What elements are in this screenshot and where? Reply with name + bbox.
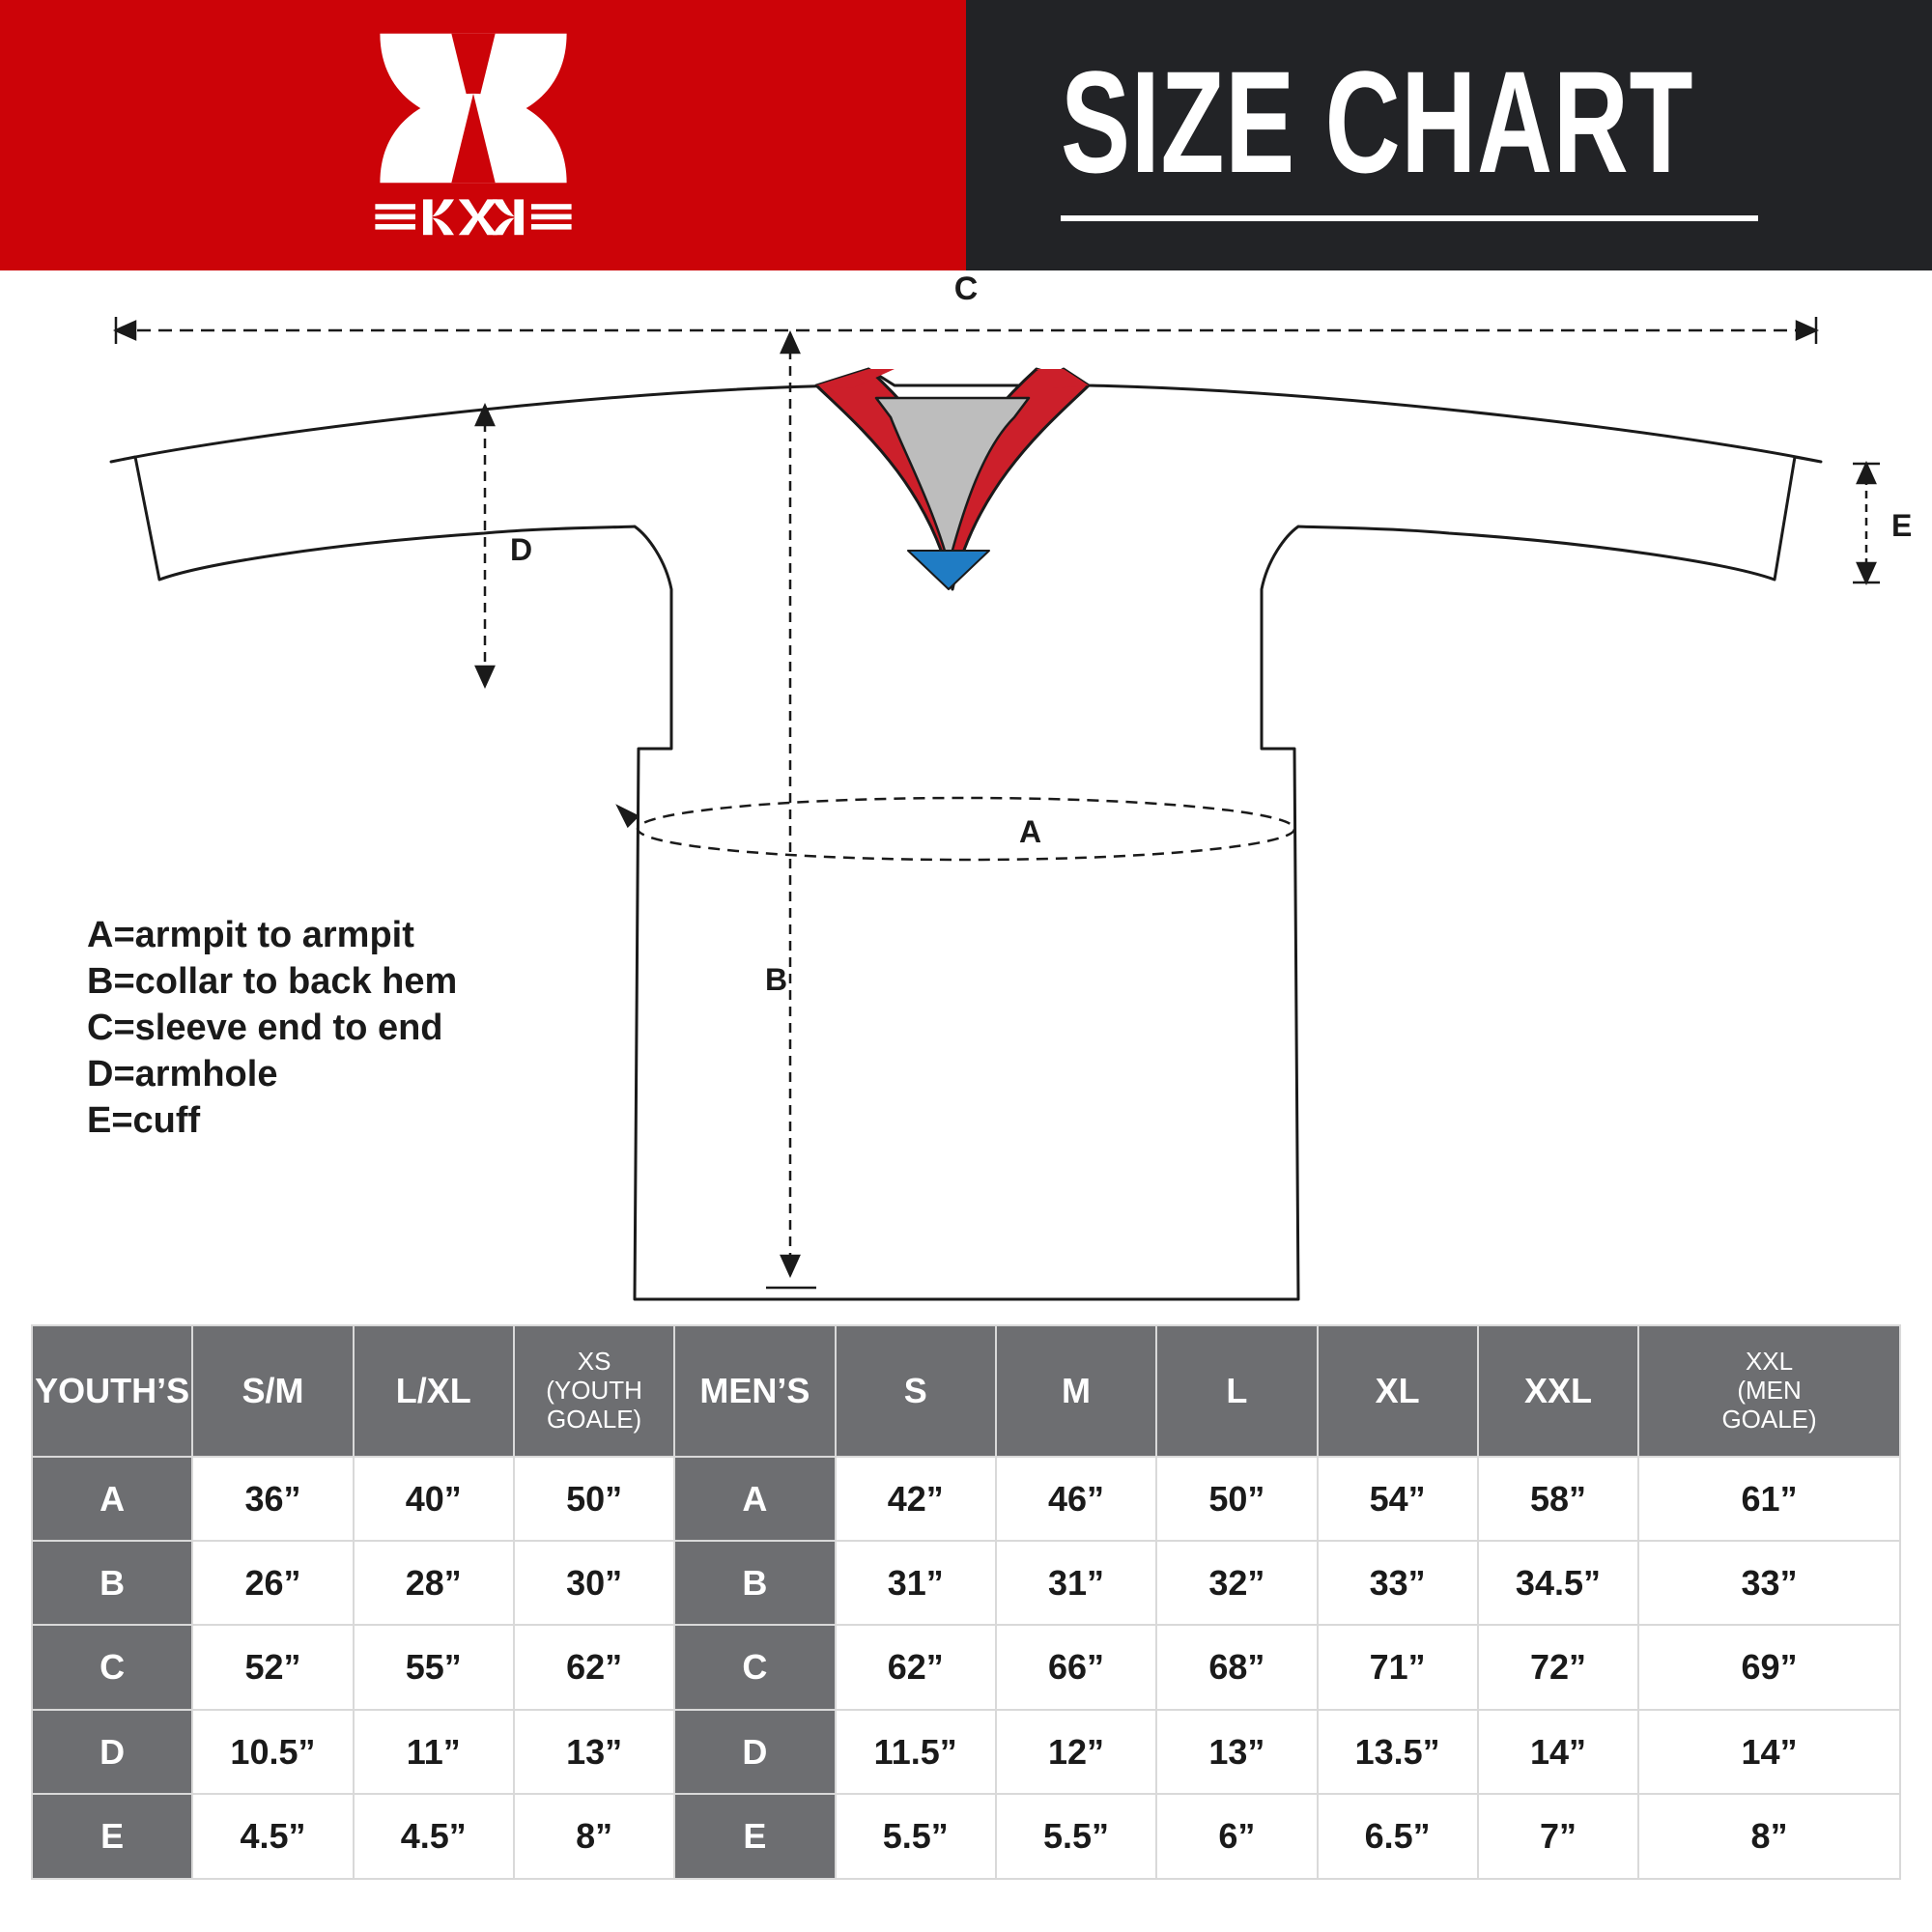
svg-text:C=sleeve end to end: C=sleeve end to end <box>87 1008 443 1048</box>
svg-text:A=armpit to armpit: A=armpit to armpit <box>87 915 414 955</box>
svg-text:D: D <box>510 532 532 567</box>
svg-text:B: B <box>765 962 787 997</box>
svg-text:E=cuff: E=cuff <box>87 1100 201 1141</box>
svg-text:A: A <box>1019 814 1041 849</box>
svg-text:D=armhole: D=armhole <box>87 1054 277 1094</box>
svg-text:E: E <box>1891 508 1912 543</box>
svg-text:B=collar to back hem: B=collar to back hem <box>87 961 457 1002</box>
svg-text:C: C <box>954 270 979 307</box>
